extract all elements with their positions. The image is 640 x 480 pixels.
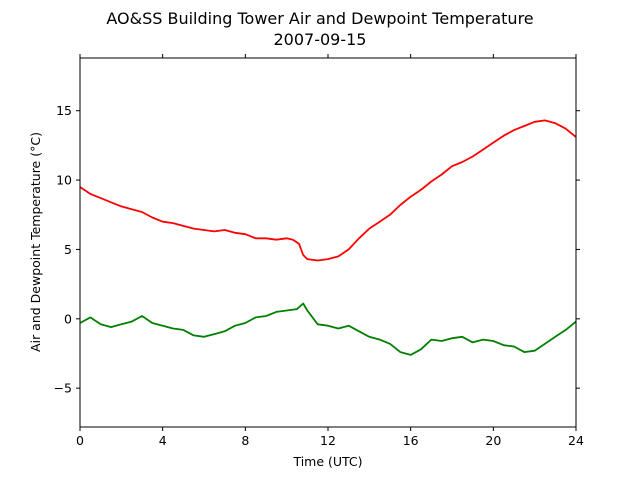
y-axis: −5 0 5 10 15 (54, 103, 580, 396)
x-axis: 0 4 8 12 16 20 24 (76, 54, 584, 448)
y-tick-label: −5 (54, 381, 72, 396)
x-axis-label: Time (UTC) (292, 454, 362, 469)
x-tick-label: 16 (403, 433, 419, 448)
y-tick-label: 5 (64, 242, 72, 257)
x-tick-label: 12 (320, 433, 336, 448)
plot-background (80, 58, 576, 427)
plot-area: 0 4 8 12 16 20 24 −5 0 5 10 15 (54, 54, 584, 448)
y-tick-label: 15 (56, 103, 72, 118)
y-tick-label: 0 (64, 311, 72, 326)
series-line-1 (79, 302, 577, 356)
x-tick-label: 8 (241, 433, 249, 448)
series-layer (79, 119, 577, 356)
series-line-0 (79, 119, 577, 262)
y-tick-label: 10 (56, 173, 72, 188)
x-tick-label: 20 (485, 433, 501, 448)
x-tick-label: 0 (76, 433, 84, 448)
chart-title: AO&SS Building Tower Air and Dewpoint Te… (106, 9, 533, 28)
x-tick-label: 24 (568, 433, 584, 448)
y-axis-label: Air and Dewpoint Temperature (°C) (28, 132, 43, 352)
chart-subtitle: 2007-09-15 (274, 30, 367, 49)
x-tick-label: 4 (159, 433, 167, 448)
